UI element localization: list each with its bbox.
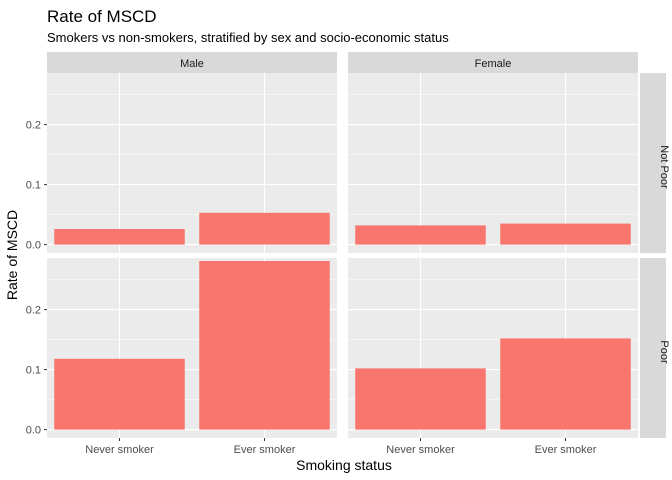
- facet-strip-poor: [640, 258, 666, 438]
- facet-strip-male: [47, 52, 337, 73]
- facet-label-female: Female: [475, 58, 512, 70]
- chart-title: Rate of MSCD: [47, 7, 157, 26]
- bar-male-not-poor-never-smoker: [54, 229, 185, 245]
- x-tick-label: Never smoker: [85, 444, 154, 456]
- chart-subtitle: Smokers vs non-smokers, stratified by se…: [47, 30, 449, 45]
- facet-strip-female: [348, 52, 638, 73]
- bar-male-not-poor-ever-smoker: [199, 212, 330, 245]
- facet-label-male: Male: [180, 58, 204, 70]
- y-tick-label: 0.0: [26, 425, 41, 437]
- bar-male-poor-ever-smoker: [199, 261, 330, 430]
- y-tick-label: 0.2: [26, 305, 41, 317]
- bar-female-not-poor-ever-smoker: [500, 223, 631, 245]
- panel-female-not-poor-background: [348, 73, 638, 253]
- y-tick-label: 0.0: [26, 240, 41, 252]
- y-tick-label: 0.1: [26, 180, 41, 192]
- facet-label-not-poor: Not Poor: [658, 145, 670, 189]
- x-tick-label: Ever smoker: [535, 444, 597, 456]
- bar-female-not-poor-never-smoker: [355, 225, 486, 245]
- bar-female-poor-never-smoker: [355, 368, 486, 430]
- x-tick-label: Never smoker: [386, 444, 455, 456]
- bar-male-poor-never-smoker: [54, 358, 185, 430]
- bar-female-poor-ever-smoker: [500, 338, 631, 430]
- y-tick-label: 0.1: [26, 365, 41, 377]
- facet-strip-not-poor: [640, 73, 666, 253]
- facet-label-poor: Poor: [658, 340, 670, 364]
- y-tick-label: 0.2: [26, 120, 41, 132]
- x-axis-title: Smoking status: [296, 457, 392, 473]
- y-axis-title: Rate of MSCD: [4, 210, 20, 300]
- x-tick-label: Ever smoker: [234, 444, 296, 456]
